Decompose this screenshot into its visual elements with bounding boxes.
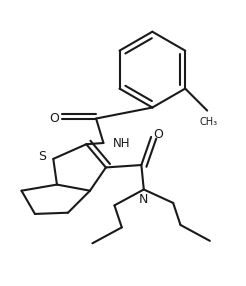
Text: CH₃: CH₃ xyxy=(199,117,217,127)
Text: O: O xyxy=(50,112,60,125)
Text: N: N xyxy=(139,193,149,206)
Text: NH: NH xyxy=(113,136,131,150)
Text: O: O xyxy=(154,128,163,141)
Text: S: S xyxy=(38,150,46,163)
